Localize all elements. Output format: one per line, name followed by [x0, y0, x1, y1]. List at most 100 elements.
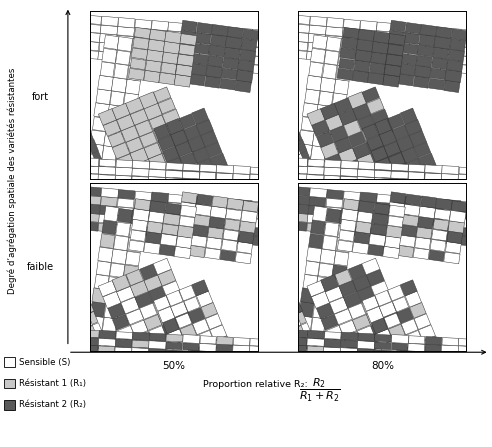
Polygon shape	[224, 47, 240, 59]
Polygon shape	[301, 117, 316, 131]
Polygon shape	[296, 190, 312, 205]
Polygon shape	[154, 87, 171, 103]
Polygon shape	[409, 214, 426, 224]
Polygon shape	[176, 180, 193, 196]
Polygon shape	[85, 186, 102, 196]
Polygon shape	[131, 38, 146, 54]
Polygon shape	[66, 281, 79, 295]
Polygon shape	[180, 324, 196, 340]
Polygon shape	[427, 27, 444, 36]
Polygon shape	[238, 59, 254, 72]
Polygon shape	[248, 236, 266, 246]
Polygon shape	[348, 131, 366, 148]
Polygon shape	[476, 211, 492, 221]
Polygon shape	[233, 337, 250, 346]
Polygon shape	[409, 43, 426, 52]
Polygon shape	[341, 208, 359, 218]
Polygon shape	[199, 51, 217, 61]
Polygon shape	[43, 155, 60, 171]
Polygon shape	[434, 209, 451, 220]
Polygon shape	[310, 16, 327, 26]
Polygon shape	[367, 270, 384, 286]
Polygon shape	[285, 299, 303, 316]
Polygon shape	[357, 177, 374, 186]
Polygon shape	[73, 328, 90, 343]
Polygon shape	[153, 165, 171, 181]
Polygon shape	[353, 143, 370, 159]
Polygon shape	[215, 62, 232, 71]
Polygon shape	[354, 232, 370, 244]
Polygon shape	[269, 202, 286, 213]
Polygon shape	[366, 309, 384, 325]
Polygon shape	[132, 217, 150, 227]
Polygon shape	[307, 51, 324, 61]
Polygon shape	[212, 196, 228, 208]
Polygon shape	[98, 187, 111, 202]
Polygon shape	[102, 220, 117, 235]
Polygon shape	[64, 172, 82, 189]
Polygon shape	[276, 109, 287, 123]
Polygon shape	[254, 89, 272, 105]
Polygon shape	[277, 183, 295, 200]
Polygon shape	[251, 38, 268, 48]
Polygon shape	[60, 333, 77, 349]
Polygon shape	[61, 161, 77, 177]
Polygon shape	[182, 20, 197, 32]
Polygon shape	[150, 210, 167, 220]
Polygon shape	[391, 171, 408, 179]
Polygon shape	[103, 291, 121, 308]
Polygon shape	[357, 169, 374, 177]
Polygon shape	[161, 62, 177, 74]
Polygon shape	[216, 344, 233, 353]
Polygon shape	[217, 44, 234, 54]
Polygon shape	[374, 342, 391, 350]
Polygon shape	[130, 230, 146, 241]
Polygon shape	[284, 169, 301, 177]
Polygon shape	[158, 135, 175, 151]
Polygon shape	[195, 204, 212, 216]
Polygon shape	[106, 290, 121, 305]
Polygon shape	[314, 118, 330, 134]
Polygon shape	[199, 223, 216, 232]
Polygon shape	[16, 127, 33, 143]
Polygon shape	[76, 157, 89, 171]
Polygon shape	[340, 38, 355, 54]
Polygon shape	[310, 48, 326, 63]
Polygon shape	[477, 39, 492, 50]
Polygon shape	[367, 135, 383, 151]
Polygon shape	[384, 141, 401, 157]
Polygon shape	[67, 109, 78, 123]
Polygon shape	[249, 354, 266, 363]
Polygon shape	[241, 39, 257, 51]
Polygon shape	[415, 237, 430, 249]
Polygon shape	[357, 39, 373, 52]
Polygon shape	[249, 346, 267, 354]
Polygon shape	[241, 211, 257, 223]
Polygon shape	[282, 156, 299, 172]
Polygon shape	[444, 80, 460, 93]
Polygon shape	[85, 325, 97, 339]
Polygon shape	[343, 27, 359, 39]
Polygon shape	[270, 372, 287, 387]
Polygon shape	[43, 365, 61, 382]
Polygon shape	[375, 49, 391, 58]
Polygon shape	[166, 290, 183, 306]
Polygon shape	[210, 153, 227, 169]
Polygon shape	[165, 57, 182, 67]
Polygon shape	[290, 350, 308, 366]
Polygon shape	[78, 339, 94, 355]
Polygon shape	[436, 27, 452, 38]
Polygon shape	[110, 91, 124, 106]
Polygon shape	[293, 154, 306, 168]
Polygon shape	[192, 225, 209, 237]
Polygon shape	[17, 298, 33, 314]
Polygon shape	[125, 79, 141, 95]
Polygon shape	[108, 303, 125, 319]
Polygon shape	[358, 38, 376, 48]
Polygon shape	[194, 43, 210, 55]
Polygon shape	[358, 333, 374, 342]
Polygon shape	[299, 333, 316, 350]
Polygon shape	[328, 292, 343, 307]
Polygon shape	[343, 19, 360, 29]
Polygon shape	[129, 240, 145, 252]
